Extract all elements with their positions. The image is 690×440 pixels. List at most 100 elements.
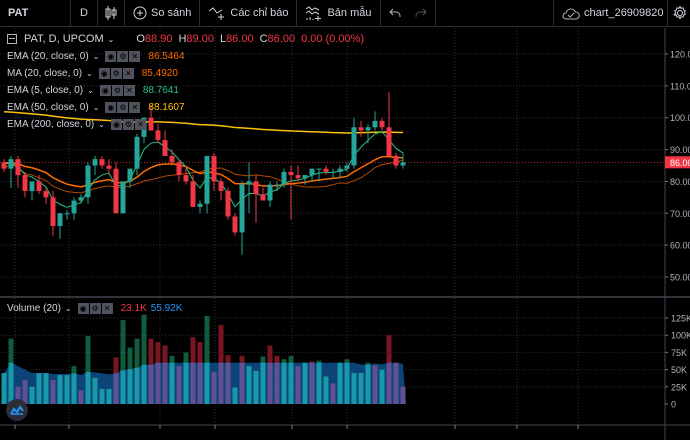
volume-controls: ◉ ⚙ ✕ [77,303,113,314]
settings-gear-icon[interactable]: ⚙ [110,68,122,79]
remove-icon[interactable]: ✕ [123,85,135,96]
collapse-legend-icon[interactable] [7,34,17,44]
indicator-controls: ◉ ⚙ ✕ [98,68,134,79]
visibility-icon[interactable]: ◉ [105,102,117,113]
chevron-down-icon[interactable]: ⌄ [98,120,105,129]
settings-button[interactable] [668,0,690,27]
indicator-value: 86.5464 [148,51,185,62]
templates-icon [305,5,323,21]
volume-ma-value: 55.92K [150,303,183,314]
indicator-legend-row: EMA (200, close, 0) ⌄ ◉ ⚙ ✕ [7,116,364,133]
volume-axis-label: 125K [671,314,690,324]
indicator-name[interactable]: EMA (200, close, 0) [7,119,95,130]
toolbar-spacer [436,0,554,27]
chevron-down-icon[interactable]: ⌄ [87,86,94,95]
interval-button[interactable]: D [71,0,98,27]
change-value: 0.00 (0.00%) [301,32,365,45]
volume-axis-label: 50K [671,365,687,375]
indicator-controls: ◉ ⚙ ✕ [105,102,141,113]
undo-icon[interactable] [388,8,401,18]
indicator-value: 88.7641 [142,85,179,96]
indicators-label: Các chỉ báo [230,7,289,19]
volume-axis-label: 0 [671,400,676,410]
price-axis-label: 110.00 [670,81,690,91]
price-axis-label: 70.00 [670,209,690,219]
indicator-legend-row: EMA (5, close, 0) ⌄ ◉ ⚙ ✕ 88.7641 [7,82,364,99]
top-toolbar: PAT D So sánh Các chỉ báo Bản mẫu [0,0,690,27]
ohlc-values: O88.90 H89.00 L86.00 C86.00 0.00 (0.00%) [136,31,364,48]
templates-label: Bản mẫu [327,7,372,19]
indicators-button[interactable]: Các chỉ báo [200,0,298,27]
series-legend: PAT, D, UPCOM ⌄ O88.90 H89.00 L86.00 C86… [7,30,364,48]
price-axis-label: 90.00 [670,145,690,155]
price-axis-label: 100.00 [670,113,690,123]
close-value: 86.00 [267,32,296,45]
volume-value: 23.1K [120,303,147,314]
open-value: 88.90 [144,32,173,45]
symbol-search-button[interactable]: PAT [0,0,71,27]
symbol-label: PAT [8,7,29,19]
low-value: 86.00 [226,32,254,45]
indicator-value: 85.4920 [141,68,178,79]
settings-gear-icon[interactable]: ⚙ [117,51,129,62]
indicator-name[interactable]: EMA (20, close, 0) [7,51,89,62]
remove-icon[interactable]: ✕ [122,68,134,79]
layout-menu-button[interactable]: chart_26909820 ⌄ [554,0,678,27]
chevron-down-icon[interactable]: ⌄ [64,304,72,313]
price-axis-label: 50.00 [670,273,690,283]
price-axis-label: 80.00 [670,177,690,187]
volume-axis-label: 100K [671,331,690,341]
indicators-icon [208,6,226,20]
redo-icon[interactable] [415,8,427,18]
plus-circle-icon [133,6,147,20]
gear-icon [672,5,688,21]
indicator-legend-row: EMA (50, close, 0) ⌄ ◉ ⚙ ✕ 88.1607 [7,99,364,116]
compare-label: So sánh [151,7,192,19]
price-chart-canvas[interactable]: 120.00 110.00 100.00 90.00 80.00 70.00 60.00 50… [0,28,690,440]
settings-gear-icon[interactable]: ⚙ [122,119,134,130]
chart-legend: PAT, D, UPCOM ⌄ O88.90 H89.00 L86.00 C86… [7,30,364,133]
settings-gear-icon[interactable]: ⚙ [117,102,129,113]
volume-axis-label: 75K [671,348,687,358]
settings-gear-icon[interactable]: ⚙ [89,303,101,314]
visibility-icon[interactable]: ◉ [105,51,117,62]
compare-button[interactable]: So sánh [125,0,201,27]
indicator-legend-row: EMA (20, close, 0) ⌄ ◉ ⚙ ✕ 86.5464 [7,48,364,65]
interval-label: D [80,7,88,19]
visibility-icon[interactable]: ◉ [110,119,122,130]
indicator-controls: ◉ ⚙ ✕ [110,119,146,130]
series-title[interactable]: PAT, D, UPCOM [24,32,104,45]
chevron-down-icon[interactable]: ⌄ [92,52,100,61]
visibility-icon[interactable]: ◉ [99,85,111,96]
chevron-down-icon[interactable]: ⌄ [107,34,115,44]
chart-style-button[interactable] [98,0,125,27]
tradingview-logo-button[interactable] [6,399,28,421]
layout-name: chart_26909820 [584,7,664,19]
last-price-label: 86.00 [670,158,690,168]
indicator-name[interactable]: MA (20, close, 0) [7,68,83,79]
indicator-controls: ◉ ⚙ ✕ [105,51,141,62]
indicator-legend-row: MA (20, close, 0) ⌄ ◉ ⚙ ✕ 85.4920 [7,65,364,82]
templates-button[interactable]: Bản mẫu [297,0,381,27]
logo-icon [10,405,24,415]
undo-redo-group [381,0,436,27]
price-axis-label: 120.00 [670,50,690,60]
indicator-value: 88.1607 [148,102,185,113]
volume-axis-label: 25K [671,382,687,392]
indicator-name[interactable]: EMA (50, close, 0) [7,102,89,113]
remove-icon[interactable]: ✕ [129,51,141,62]
remove-icon[interactable]: ✕ [129,102,141,113]
chevron-down-icon[interactable]: ⌄ [92,103,100,112]
candles-icon [104,5,118,21]
visibility-icon[interactable]: ◉ [77,303,89,314]
volume-legend: Volume (20) ⌄ ◉ ⚙ ✕ 23.1K 55.92K [7,303,182,314]
high-value: 89.00 [186,32,214,45]
indicator-controls: ◉ ⚙ ✕ [99,85,135,96]
remove-icon[interactable]: ✕ [134,119,146,130]
visibility-icon[interactable]: ◉ [98,68,110,79]
indicator-name[interactable]: EMA (5, close, 0) [7,85,84,96]
volume-title[interactable]: Volume (20) [7,303,61,314]
remove-icon[interactable]: ✕ [101,303,113,314]
settings-gear-icon[interactable]: ⚙ [111,85,123,96]
chevron-down-icon[interactable]: ⌄ [86,69,93,78]
